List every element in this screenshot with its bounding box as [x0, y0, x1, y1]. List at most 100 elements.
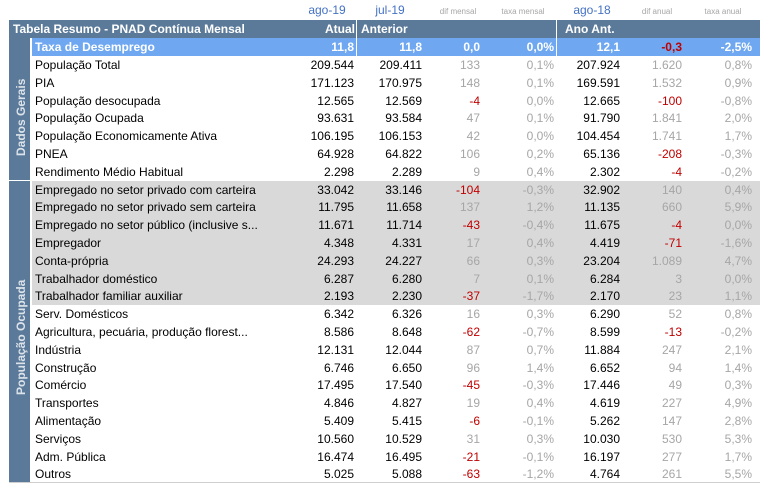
cell-dif-mensal: 133 [459, 58, 480, 72]
cell-anterior: 4.827 [391, 396, 422, 411]
cell-taxa-anual: 0,8% [724, 58, 752, 72]
cell-anterior: 6.280 [391, 271, 422, 286]
unemployment-label: Taxa de Desemprego [35, 40, 155, 54]
cell-atual: 17.495 [317, 378, 354, 393]
cell-atual: 8.586 [323, 325, 354, 339]
cell-atual: 5.025 [323, 467, 354, 482]
column-ano-anterior: Ano Ant. [565, 22, 615, 36]
cell-taxa-anual: 2,1% [724, 342, 752, 357]
cell-atual: 106.195 [310, 129, 354, 144]
table-row: Empregador 4.348 4.331 17 0,4% 4.419 -71 -1,6% [32, 234, 760, 252]
cell-dif-mensal: 106 [459, 147, 480, 161]
unemployment-dif-mensal: 0,0 [463, 40, 480, 54]
cell-ano-anterior: 65.136 [583, 147, 620, 161]
cell-label: Transportes [35, 396, 99, 411]
table-row: Rendimento Médio Habitual 2.298 2.289 9 0,4%… [32, 163, 760, 181]
cell-taxa-anual: 0,3% [724, 378, 752, 393]
table-row: Serv. Domésticos 6.342 6.326 16 0,3% 6.290 52 0… [32, 305, 760, 323]
header-taxa-anual: taxa anual [704, 7, 742, 16]
group-band-populacao-ocupada [9, 181, 30, 482]
cell-taxa-mensal: 0,3% [526, 253, 554, 268]
cell-taxa-anual: 1,7% [724, 449, 752, 464]
cell-label: Outros [35, 467, 72, 482]
cell-dif-mensal: 66 [466, 253, 480, 268]
cell-taxa-mensal: -0,3% [522, 182, 554, 197]
cell-ano-anterior: 10.030 [583, 431, 620, 446]
cell-ano-anterior: 17.446 [583, 378, 620, 393]
unemployment-taxa-mensal: 0,0% [526, 40, 554, 54]
cell-taxa-mensal: 0,7% [526, 342, 554, 357]
cell-taxa-mensal: 0,0% [526, 129, 554, 144]
cell-dif-mensal: 96 [466, 360, 480, 375]
cell-label: Comércio [35, 378, 87, 393]
cell-atual: 11.795 [318, 200, 354, 215]
cell-label: Empregado no setor privado sem carteira [35, 200, 256, 215]
cell-dif-anual: 147 [661, 414, 682, 428]
cell-ano-anterior: 16.197 [583, 449, 620, 464]
table-row: População Economicamente Ativa 106.195 106… [32, 127, 760, 145]
cell-dif-mensal: 137 [459, 200, 480, 215]
cell-label: Agricultura, pecuária, produção florest.… [35, 325, 248, 339]
table-row: Empregado no setor privado com carteira 3… [32, 180, 760, 199]
cell-ano-anterior: 11.135 [584, 200, 620, 215]
table-row: PIA 171.123 170.975 148 0,1% 169.591 1.532 0,9% [32, 74, 760, 92]
cell-dif-mensal: -37 [462, 289, 480, 304]
cell-taxa-mensal: -1,7% [522, 289, 554, 304]
table-row: Outros 5.025 5.088 -63 -1,2% 4.764 261 5,5% [32, 465, 760, 483]
cell-dif-mensal: 17 [466, 236, 480, 250]
cell-dif-mensal: 31 [466, 431, 480, 446]
table-row: Construção 6.746 6.650 96 1,4% 6.652 94 1,4% [32, 359, 760, 377]
cell-label: População desocupada [35, 93, 161, 108]
cell-ano-anterior: 6.290 [589, 307, 620, 322]
cell-dif-anual: -208 [657, 147, 682, 161]
cell-label: Serviços [35, 431, 82, 446]
cell-dif-anual: -13 [664, 325, 682, 339]
cell-dif-anual: 3 [675, 271, 682, 286]
cell-taxa-anual: 5,9% [724, 200, 752, 215]
table-row: População Total 209.544 209.411 133 0,1% 207.… [32, 56, 760, 74]
table-row: Serviços 10.560 10.529 31 0,3% 10.030 530 5,3% [32, 430, 760, 448]
cell-anterior: 6.650 [391, 360, 422, 375]
cell-anterior: 16.495 [385, 449, 422, 464]
header-taxa-mensal: taxa mensal [501, 7, 545, 16]
cell-anterior: 5.415 [391, 414, 422, 428]
cell-taxa-mensal: 0,0% [526, 93, 554, 108]
cell-dif-anual: 530 [661, 431, 682, 446]
table-row: Trabalhador doméstico 6.287 6.280 7 0,1% 6.28… [32, 269, 760, 288]
cell-dif-mensal: -63 [462, 467, 480, 482]
cell-anterior: 2.289 [391, 164, 422, 179]
cell-taxa-mensal: 0,1% [526, 58, 554, 72]
group-label-dados-gerais: Dados Gerais [14, 78, 28, 156]
cell-taxa-mensal: -0,1% [522, 449, 554, 464]
cell-taxa-mensal: -0,1% [522, 414, 554, 428]
table-row: Transportes 4.846 4.827 19 0,4% 4.619 227 4,9% [32, 394, 760, 412]
cell-ano-anterior: 12.665 [583, 93, 620, 108]
cell-taxa-anual: 1,1% [724, 289, 752, 304]
cell-atual: 5.409 [323, 414, 354, 428]
table-row: Conta-própria 24.293 24.227 66 0,3% 23.204 1.0… [32, 251, 760, 270]
cell-anterior: 33.146 [385, 182, 422, 197]
cell-dif-anual: 49 [668, 378, 682, 393]
cell-taxa-anual: 4,9% [724, 396, 752, 411]
cell-taxa-mensal: -0,3% [522, 378, 554, 393]
period-ano-anterior: ago-18 [573, 3, 611, 17]
cell-label: Indústria [35, 342, 82, 357]
cell-taxa-anual: -0,2% [720, 164, 752, 179]
cell-dif-mensal: -43 [462, 218, 480, 233]
cell-atual: 12.565 [317, 93, 354, 108]
cell-dif-mensal: 9 [473, 164, 480, 179]
table-row: População Ocupada 93.631 93.584 47 0,1% 91.79… [32, 109, 760, 127]
cell-dif-anual: 227 [661, 396, 682, 411]
cell-ano-anterior: 169.591 [576, 75, 620, 90]
cell-label: Construção [35, 360, 97, 375]
cell-dif-mensal: 7 [473, 271, 480, 286]
cell-dif-mensal: 19 [466, 396, 480, 411]
cell-dif-anual: -71 [664, 236, 682, 250]
cell-taxa-anual: -0,2% [720, 325, 752, 339]
cell-dif-anual: 23 [668, 289, 682, 304]
cell-taxa-anual: 0,4% [724, 182, 752, 197]
header-dif-anual: dif anual [641, 7, 673, 16]
cell-anterior: 6.326 [391, 307, 422, 322]
cell-atual: 2.298 [323, 164, 354, 179]
cell-taxa-anual: 2,0% [724, 111, 752, 126]
